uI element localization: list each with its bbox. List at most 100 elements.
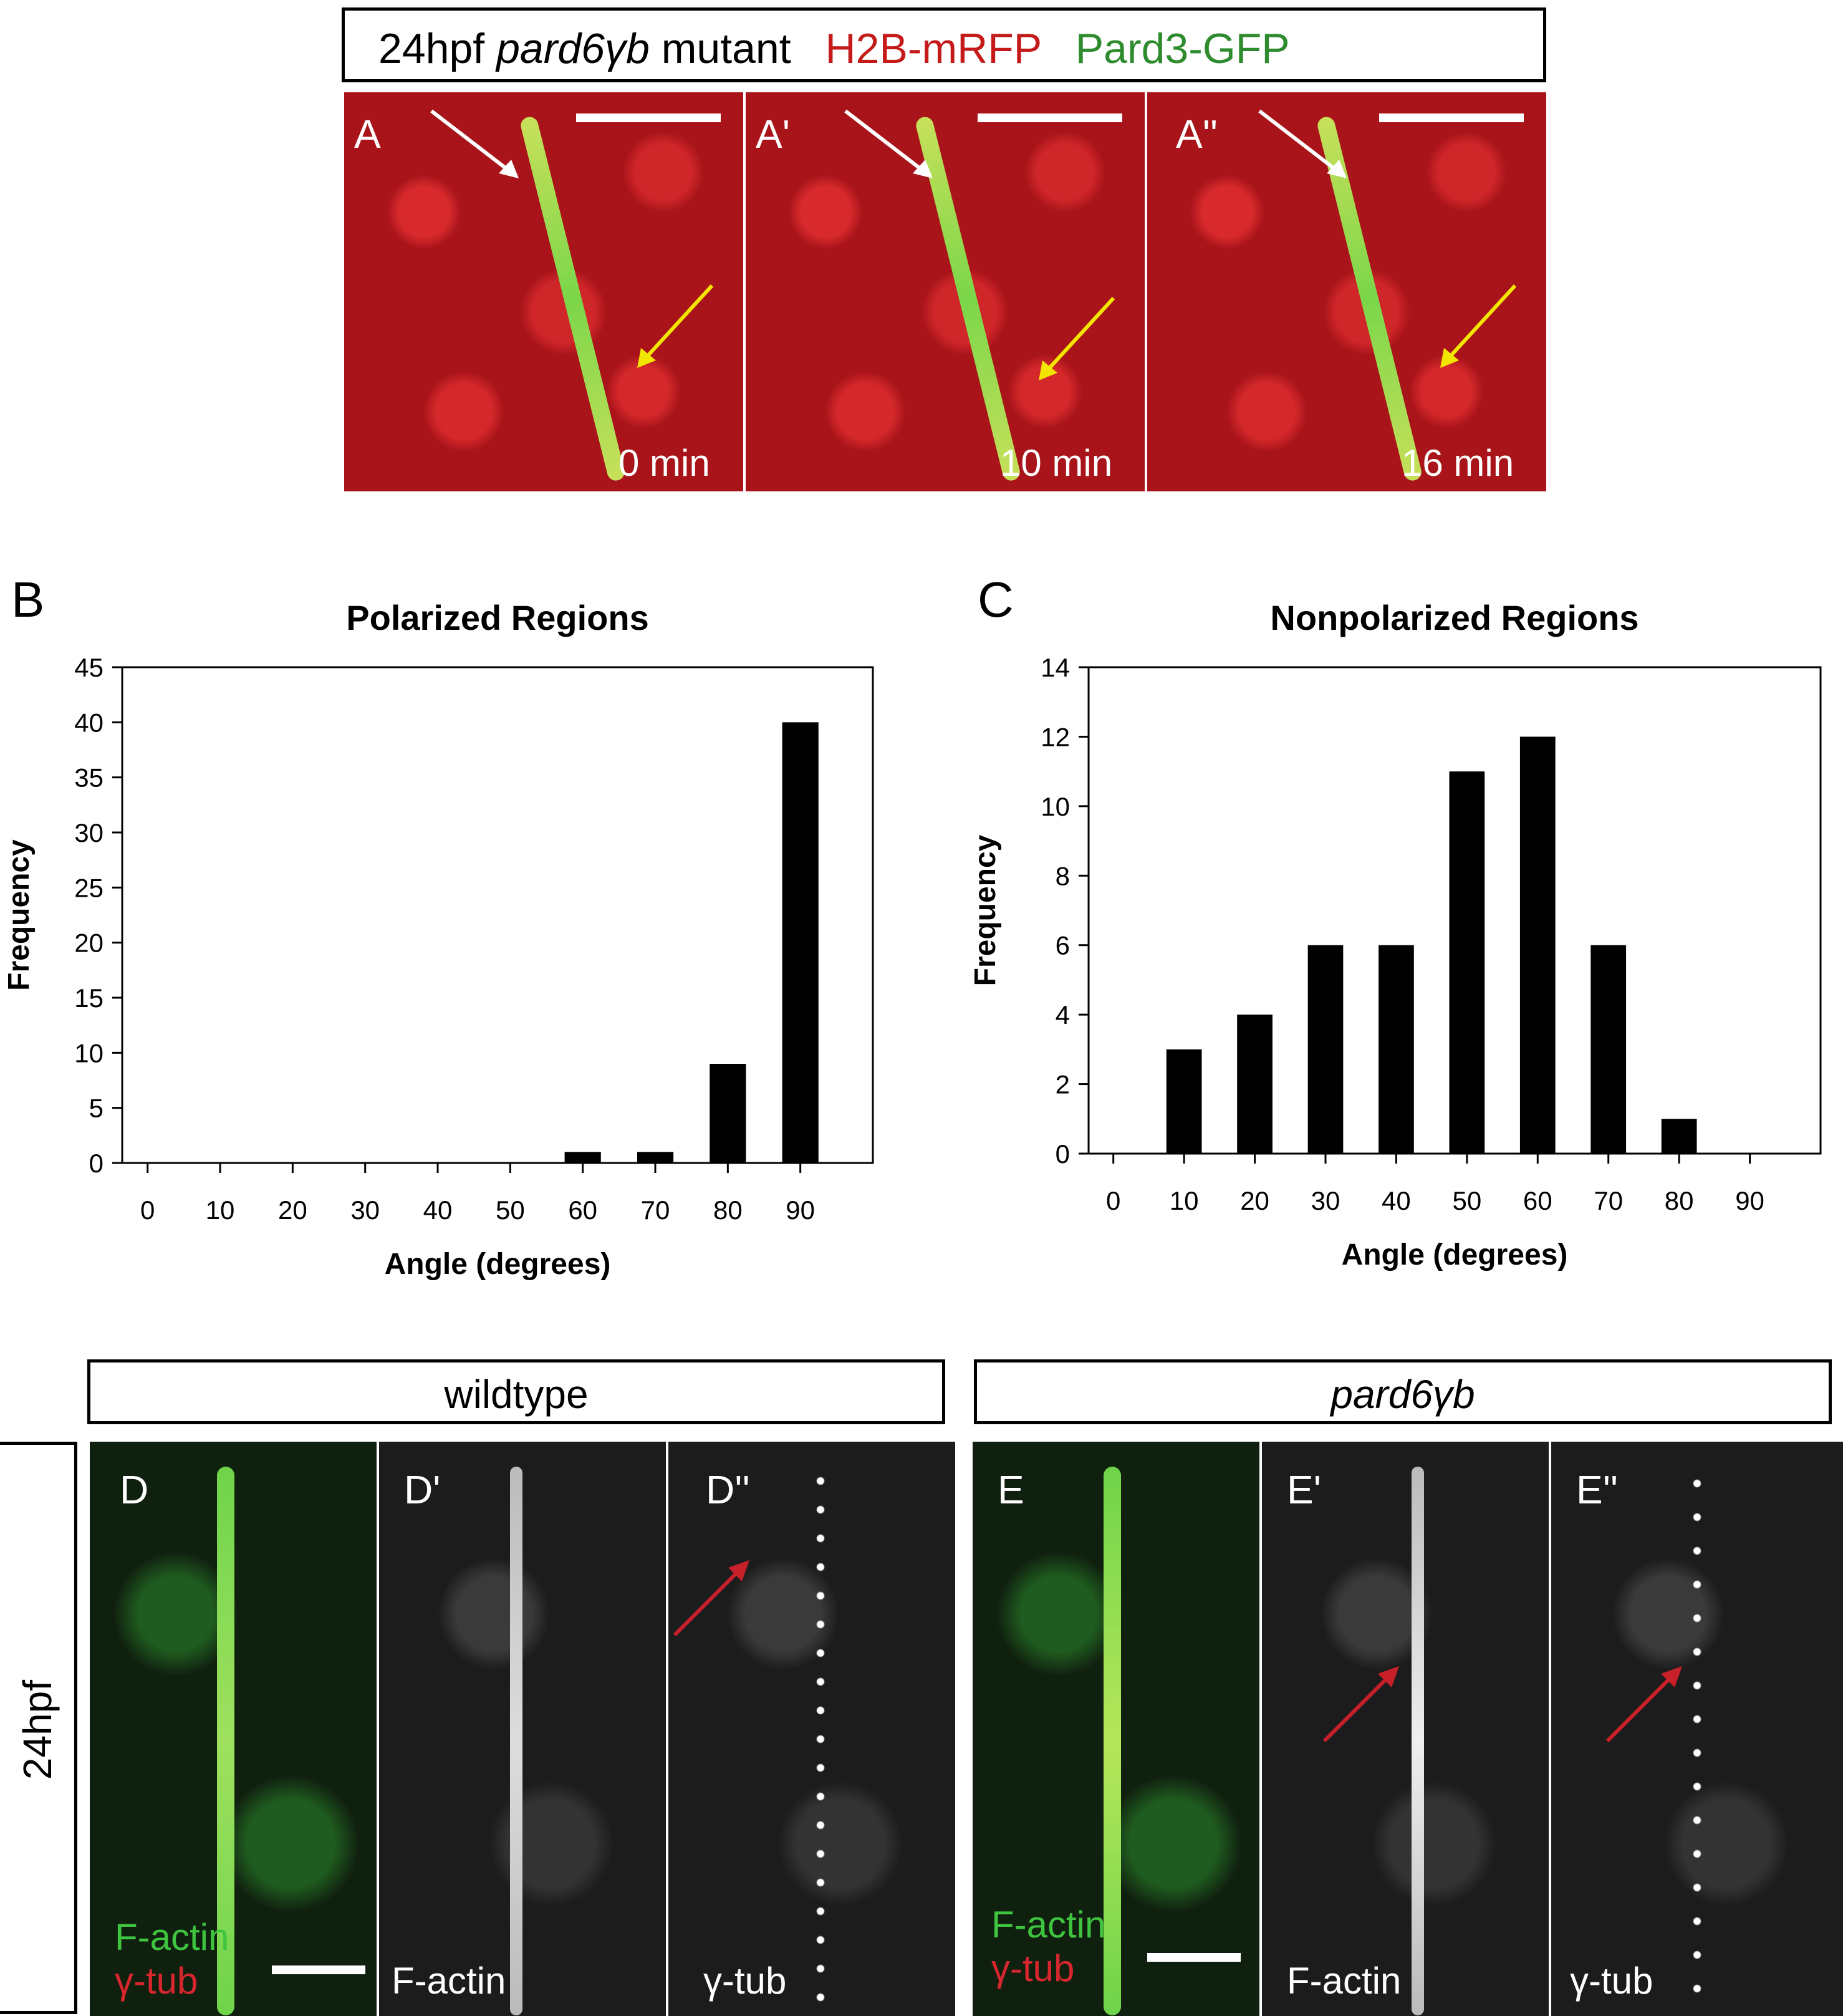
x-tick-label: 0 — [1106, 1186, 1120, 1215]
frame-a-prime: A' 10 min — [746, 92, 1145, 491]
y-tick-label: 14 — [1041, 653, 1070, 682]
x-axis-label: Angle (degrees) — [385, 1248, 611, 1281]
panel-e-double-prime: E'' γ-tub — [1551, 1442, 1843, 2016]
wildtype-header: wildtype — [87, 1359, 945, 1424]
scale-bar — [1379, 113, 1524, 122]
panel-label: D'' — [706, 1467, 750, 1512]
x-tick-label: 30 — [1311, 1186, 1340, 1215]
x-tick-label: 10 — [1170, 1186, 1199, 1215]
x-tick-label: 80 — [1665, 1186, 1694, 1215]
header-suffix: mutant — [661, 25, 791, 72]
bar — [1379, 945, 1414, 1154]
frame-a-double-prime: A'' 16 min — [1147, 92, 1546, 491]
frame-label: A — [354, 112, 381, 157]
x-tick-label: 80 — [713, 1195, 743, 1225]
y-tick-label: 6 — [1056, 931, 1070, 960]
y-axis-label: Frequency — [2, 839, 36, 991]
yellow-arrow — [1440, 284, 1517, 368]
panel-d-prime: D' F-actin — [379, 1442, 666, 2016]
time-label: 16 min — [1402, 442, 1514, 484]
frame-label: A'' — [1176, 112, 1218, 157]
panel-label: E' — [1287, 1467, 1321, 1512]
gamma-tub-label: γ-tub — [991, 1947, 1075, 1989]
y-tick-label: 4 — [1056, 1000, 1070, 1030]
bar — [564, 1152, 601, 1163]
panel-label-b: B — [11, 572, 45, 627]
y-tick-label: 8 — [1056, 861, 1070, 890]
white-arrow — [844, 109, 933, 178]
header-red-label: H2B-mRFP — [825, 25, 1041, 72]
red-arrow — [1322, 1666, 1399, 1743]
x-tick-label: 40 — [423, 1195, 453, 1225]
yellow-arrow — [1039, 296, 1115, 380]
x-tick-label: 50 — [1452, 1186, 1481, 1215]
panel-d-double-prime: D'' γ-tub — [668, 1442, 955, 2016]
y-tick-label: 12 — [1041, 722, 1070, 751]
gamma-tub-label: γ-tub — [1570, 1960, 1653, 2002]
scale-bar — [576, 113, 721, 122]
bar — [1590, 945, 1627, 1154]
chart-polarized: Polarized Regions 0 5 10 15 20 25 30 35 40 45 0 10 20… — [2, 598, 874, 1281]
x-tick-label: 70 — [1594, 1186, 1623, 1215]
panel-label: D' — [404, 1467, 441, 1512]
scale-bar — [1147, 1953, 1241, 1962]
frame-label: A' — [756, 112, 790, 157]
x-tick-label: 50 — [496, 1195, 525, 1225]
yellow-arrow — [637, 284, 714, 368]
time-label: 0 min — [618, 442, 710, 484]
mutant-header-text: pard6γb — [1331, 1372, 1475, 1417]
f-actin-label: F-actin — [991, 1904, 1106, 1946]
header-green-label: Pard3-GFP — [1075, 25, 1290, 72]
y-tick-label: 5 — [89, 1094, 103, 1123]
row-label: 24hpf — [15, 1679, 60, 1780]
x-axis-label: Angle (degrees) — [1342, 1238, 1568, 1271]
bar — [1166, 1049, 1202, 1154]
x-tick-label: 0 — [140, 1195, 155, 1225]
mutant-header: pard6γb — [974, 1359, 1832, 1424]
bar — [1237, 1015, 1273, 1154]
x-tick-label: 70 — [641, 1195, 670, 1225]
x-tick-label: 90 — [786, 1195, 815, 1225]
white-arrow — [430, 109, 519, 178]
header-prefix: 24hpf — [378, 25, 485, 72]
panel-label-c: C — [978, 572, 1014, 627]
chart-title: Nonpolarized Regions — [1270, 598, 1638, 637]
y-tick-label: 10 — [74, 1038, 103, 1068]
scale-bar — [272, 1965, 365, 1974]
row-label-box: 24hpf — [0, 1442, 77, 2014]
x-tick-label: 60 — [1523, 1186, 1552, 1215]
y-tick-label: 10 — [1041, 792, 1070, 821]
panel-e: E F-actin γ-tub — [973, 1442, 1259, 2016]
y-tick-label: 20 — [74, 928, 103, 958]
panel-d: D F-actin γ-tub — [90, 1442, 377, 2016]
time-label: 10 min — [1000, 442, 1113, 484]
red-arrow — [673, 1560, 749, 1637]
plot-frame — [121, 666, 874, 1164]
y-tick-label: 45 — [74, 653, 103, 682]
wildtype-header-text: wildtype — [444, 1372, 589, 1417]
y-tick-label: 2 — [1056, 1070, 1070, 1099]
bar — [1307, 945, 1344, 1154]
f-actin-label: F-actin — [392, 1960, 506, 2002]
x-tick-label: 20 — [1240, 1186, 1269, 1215]
x-tick-label: 10 — [206, 1195, 235, 1225]
y-tick-label: 25 — [74, 873, 103, 902]
frame-a: A 0 min — [344, 92, 743, 491]
chart-title: Polarized Regions — [346, 598, 648, 637]
x-tick-label: 30 — [350, 1195, 380, 1225]
y-tick-label: 30 — [74, 818, 103, 847]
bar — [637, 1152, 674, 1163]
panel-label: E'' — [1576, 1467, 1619, 1512]
bar — [1519, 736, 1556, 1154]
x-tick-label: 20 — [278, 1195, 307, 1225]
panel-label: D — [120, 1467, 149, 1512]
bar — [1449, 771, 1485, 1154]
chart-nonpolarized: Nonpolarized Regions 0 2 4 6 8 10 12 14 0 10 20 30 40… — [969, 598, 1822, 1271]
panel-e-prime: E' F-actin — [1262, 1442, 1549, 2016]
red-arrow — [1605, 1666, 1682, 1743]
bar — [782, 722, 819, 1163]
header-gene: pard6γb — [496, 25, 650, 72]
x-tick-label: 40 — [1382, 1186, 1411, 1215]
white-arrow — [1258, 109, 1347, 178]
gamma-tub-label: γ-tub — [115, 1960, 198, 2002]
